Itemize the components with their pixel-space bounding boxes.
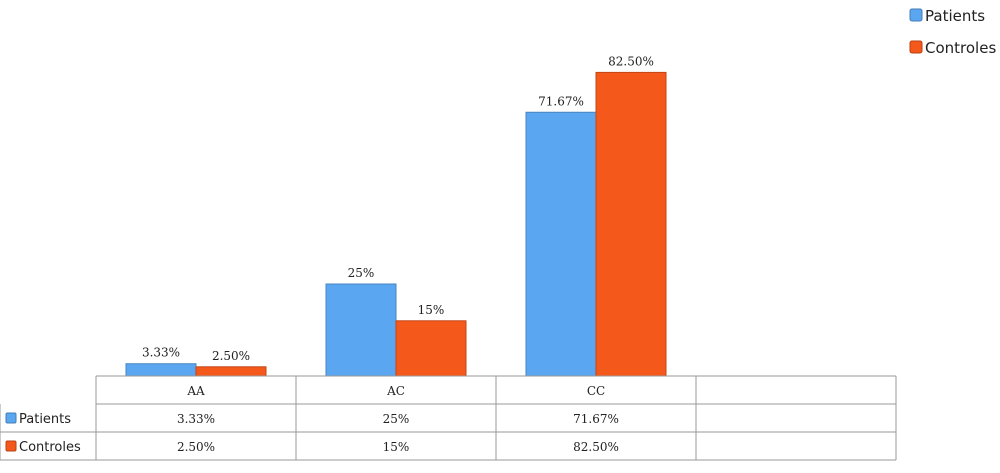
table-series-label-patients: Patients — [19, 412, 71, 427]
table-cell-patients-aa: 3.33% — [177, 412, 215, 426]
legend: Patients Controles — [909, 7, 996, 57]
legend-swatch-controles — [909, 40, 923, 54]
bar-controles-cc — [595, 71, 667, 377]
legend-swatch-patients — [909, 8, 923, 22]
table-cell-controles-cc: 82.50% — [573, 440, 619, 454]
data-table: AA AC CC Patients 3.33% 25% 71.67% Controles 2.5… — [0, 375, 897, 461]
category-label-cc: CC — [587, 384, 605, 398]
data-label-controles-ac: 15% — [418, 303, 445, 317]
table-swatch-controles — [5, 440, 17, 452]
table-cell-controles-aa: 2.50% — [177, 440, 215, 454]
category-label-ac: AC — [386, 384, 405, 398]
bars-layer — [125, 71, 667, 377]
legend-label-controles: Controles — [925, 39, 996, 57]
table-swatch-patients — [5, 412, 17, 424]
data-label-controles-cc: 82.50% — [608, 54, 654, 68]
data-label-patients-cc: 71.67% — [538, 94, 584, 108]
bar-patients-ac — [325, 283, 397, 377]
table-series-label-controles: Controles — [19, 440, 81, 455]
bar-patients-cc — [525, 111, 597, 377]
data-labels-layer: 3.33% 2.50% 25% 15% 71.67% 82.50% — [142, 54, 654, 362]
data-label-patients-aa: 3.33% — [142, 346, 180, 360]
table-cell-patients-ac: 25% — [383, 412, 410, 426]
bar-controles-aa — [195, 366, 267, 377]
data-label-patients-ac: 25% — [348, 266, 375, 280]
legend-label-patients: Patients — [925, 7, 985, 25]
table-cell-controles-ac: 15% — [383, 440, 410, 454]
category-label-aa: AA — [186, 384, 205, 398]
bar-patients-aa — [125, 363, 197, 377]
bar-controles-ac — [395, 320, 467, 377]
data-label-controles-aa: 2.50% — [212, 349, 250, 363]
table-cell-patients-cc: 71.67% — [573, 412, 619, 426]
